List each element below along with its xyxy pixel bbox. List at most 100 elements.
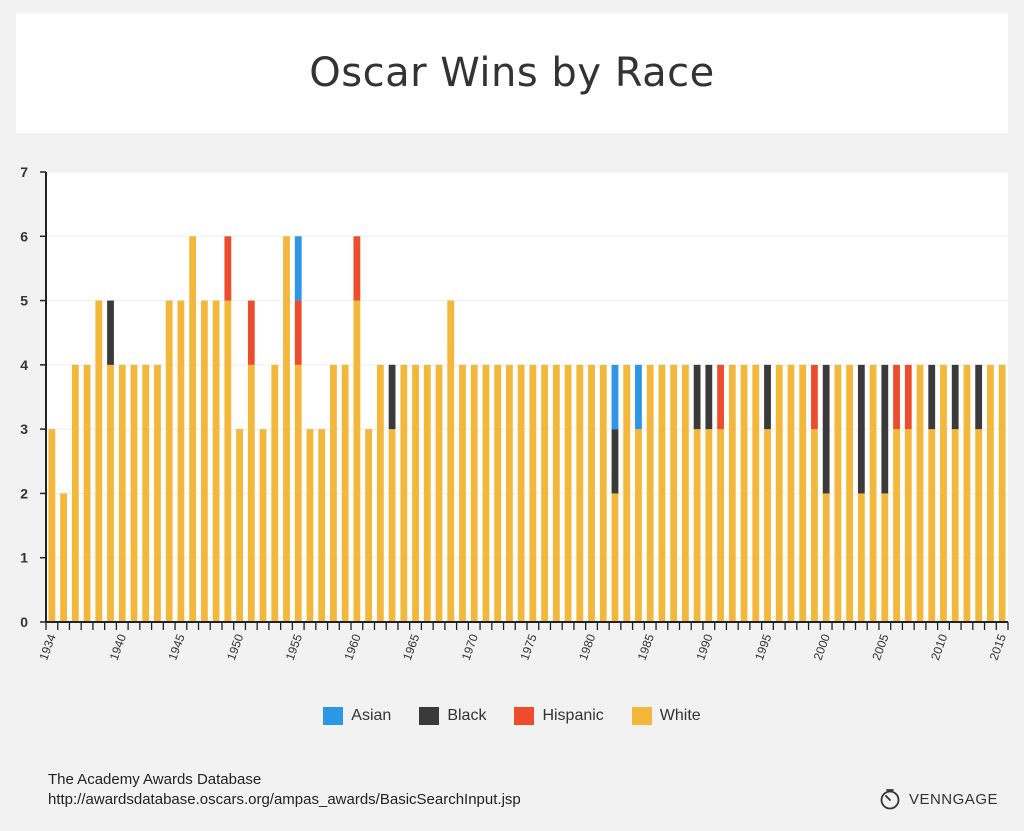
bar-white-1950 <box>236 429 243 622</box>
legend-swatch-hispanic <box>514 707 535 725</box>
bar-chart: 0 1 2 3 4 5 6 7 1934 1940 1945 1950 1955 1960 1965 1970… <box>20 164 1009 662</box>
bar-white-1976 <box>541 364 548 622</box>
bar-black-2013 <box>975 364 983 430</box>
bar-white-1993 <box>740 364 748 622</box>
bar-white-1946 <box>189 236 197 622</box>
x-tick-label: 1975 <box>517 632 539 662</box>
bar-black-2011 <box>951 364 959 430</box>
bar-white-1961 <box>365 429 373 622</box>
legend: Asian Black Hispanic White <box>0 704 1024 728</box>
y-tick-label: 1 <box>20 550 28 566</box>
x-tick-label: 1955 <box>283 632 305 662</box>
bar-white-1972 <box>494 364 502 622</box>
legend-swatch-asian <box>323 707 344 725</box>
legend-label-asian: Asian <box>351 707 392 724</box>
legend-item-hispanic: Hispanic <box>514 707 604 725</box>
bar-black-1939 <box>107 300 114 365</box>
bar-hispanic-2006 <box>893 364 900 430</box>
bar-black-2000 <box>822 364 830 494</box>
y-tick-label: 7 <box>20 164 28 180</box>
bar-white-1936 <box>71 364 79 622</box>
bar-white-1977 <box>552 364 560 622</box>
bar-white-2014 <box>987 364 994 622</box>
bar-white-1942 <box>142 364 150 622</box>
bar-white-1951 <box>247 364 255 622</box>
chart-title: Oscar Wins by Race <box>309 50 715 96</box>
stopwatch-icon <box>880 789 900 810</box>
title-panel: Oscar Wins by Race <box>16 13 1008 133</box>
legend-label-hispanic: Hispanic <box>542 707 604 724</box>
bar-black-2005 <box>881 364 889 494</box>
bar-white-1968 <box>447 300 455 622</box>
brand-name: VENNGAGE <box>908 790 998 808</box>
bar-black-2009 <box>928 364 936 430</box>
bar-white-2015 <box>998 364 1006 622</box>
x-tick-label: 1965 <box>400 632 422 662</box>
x-tick-label: 1950 <box>224 632 246 662</box>
bar-white-1955 <box>294 364 302 622</box>
bar-white-2012 <box>963 364 971 622</box>
legend-swatch-white <box>631 707 652 725</box>
bar-white-1983 <box>623 364 631 622</box>
bar-asian-1984 <box>635 364 642 430</box>
bar-white-2005 <box>881 493 889 622</box>
bar-white-1940 <box>118 364 126 622</box>
bar-white-1938 <box>95 300 103 622</box>
source-note: The Academy Awards Database http://award… <box>48 770 521 810</box>
bar-white-1995 <box>764 429 771 622</box>
bar-black-1982 <box>611 429 619 494</box>
bar-white-2001 <box>834 364 842 622</box>
bar-black-1995 <box>764 364 771 430</box>
x-tick-label: 1970 <box>459 632 481 662</box>
y-tick-label: 5 <box>20 293 28 309</box>
bar-white-2002 <box>846 364 854 622</box>
bar-hispanic-2007 <box>904 364 912 430</box>
bar-black-1963 <box>388 364 396 430</box>
bar-white-1949 <box>224 300 232 622</box>
x-tick-label: 1960 <box>341 632 363 662</box>
source-url[interactable]: http://awardsdatabase.oscars.org/ampas_a… <box>48 791 521 808</box>
bar-black-1989 <box>693 364 701 430</box>
bar-white-2006 <box>893 429 900 622</box>
bar-white-1959 <box>341 364 349 622</box>
bar-white-1956 <box>306 429 314 622</box>
bar-white-2008 <box>916 364 924 622</box>
bar-white-1941 <box>130 364 138 622</box>
bar-asian-1955 <box>294 236 302 301</box>
bar-hispanic-1999 <box>811 364 818 430</box>
y-tick-label: 6 <box>20 228 28 244</box>
x-tick-label: 1945 <box>165 632 187 662</box>
bar-white-1967 <box>435 364 443 622</box>
bar-white-1943 <box>154 364 161 622</box>
bar-white-1994 <box>752 364 760 622</box>
bar-white-1937 <box>83 364 91 622</box>
x-tick-label: 1985 <box>635 632 657 662</box>
bar-white-1945 <box>177 300 185 622</box>
bar-white-2000 <box>822 493 830 622</box>
x-tick-label: 2005 <box>869 632 891 662</box>
legend-label-black: Black <box>447 707 487 724</box>
x-tick-label: 2000 <box>811 632 833 662</box>
bar-white-1980 <box>588 364 595 622</box>
bar-hispanic-1991 <box>717 364 724 430</box>
x-tick-label: 1990 <box>693 632 715 662</box>
bar-white-1978 <box>564 364 572 622</box>
bar-white-1960 <box>353 300 361 622</box>
bar-white-1992 <box>728 364 736 622</box>
bar-white-1971 <box>482 364 490 622</box>
legend-item-black: Black <box>419 707 486 725</box>
bar-white-1952 <box>259 429 267 622</box>
bar-white-1966 <box>423 364 431 622</box>
bar-white-2009 <box>928 429 936 622</box>
bar-white-1935 <box>60 493 67 622</box>
bar-white-1958 <box>330 364 337 622</box>
bar-white-1963 <box>388 429 396 622</box>
bar-white-1948 <box>212 300 220 622</box>
x-tick-label: 1940 <box>107 632 129 662</box>
bar-white-2003 <box>857 493 865 622</box>
bar-white-2011 <box>951 429 959 622</box>
bar-white-1991 <box>717 429 724 622</box>
bar-hispanic-1955 <box>294 300 302 365</box>
bar-white-1964 <box>400 364 408 622</box>
bar-hispanic-1949 <box>224 236 232 301</box>
